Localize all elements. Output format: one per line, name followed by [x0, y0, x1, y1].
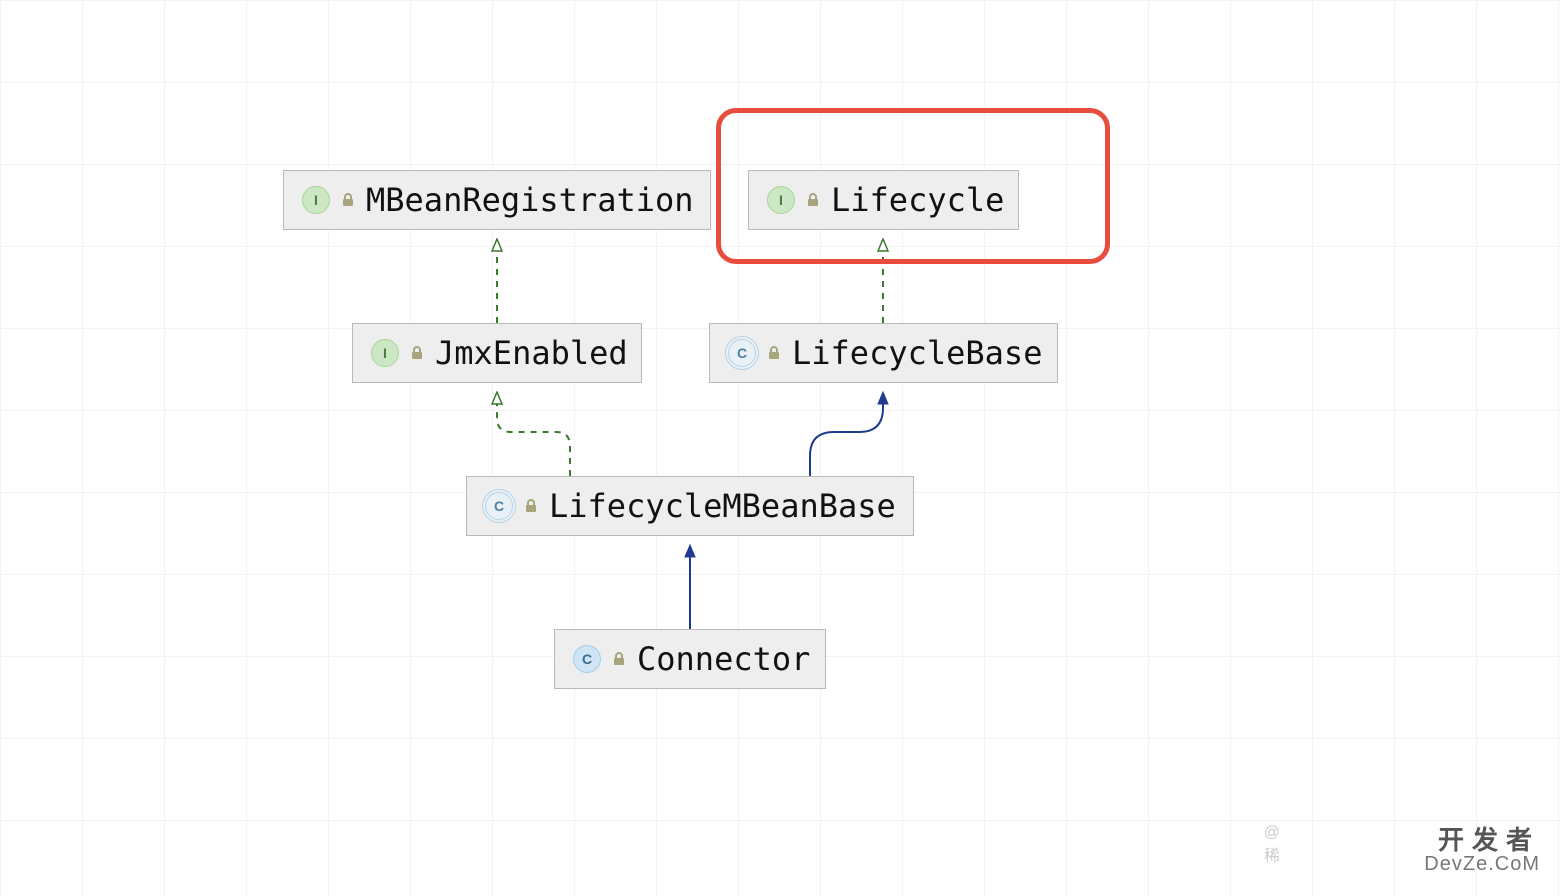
node-label: Lifecycle [831, 181, 1004, 219]
lock-icon [611, 651, 627, 667]
lock-icon [523, 498, 539, 514]
node-mbeanreg: I MBeanRegistration [283, 170, 711, 230]
edge-lcmbean-to-lcbase [810, 393, 883, 476]
lock-icon [805, 192, 821, 208]
node-label: LifecycleBase [792, 334, 1042, 372]
node-lcbase: C LifecycleBase [709, 323, 1058, 383]
interface-badge-icon: I [371, 339, 399, 367]
watermark-line1: 开发者 [1424, 820, 1540, 857]
node-label: Connector [637, 640, 810, 678]
interface-badge-icon: I [767, 186, 795, 214]
watermark-faint: @稀 [1264, 824, 1280, 866]
watermark-line2: DevZe.CoM [1424, 853, 1540, 876]
node-lifecycle: I Lifecycle [748, 170, 1019, 230]
node-lcmbean: C LifecycleMBeanBase [466, 476, 914, 536]
node-label: MBeanRegistration [366, 181, 694, 219]
edge-lcmbean-to-jmx [497, 393, 570, 476]
edge-layer [0, 0, 1560, 896]
class-badge-icon: C [485, 492, 513, 520]
diagram-canvas: @稀 开发者 DevZe.CoM I MBeanRegistration I Life… [0, 0, 1560, 896]
lock-icon [766, 345, 782, 361]
lock-icon [409, 345, 425, 361]
lock-icon [340, 192, 356, 208]
watermark: @稀 开发者 DevZe.CoM [1424, 820, 1540, 876]
node-label: JmxEnabled [435, 334, 628, 372]
interface-badge-icon: I [302, 186, 330, 214]
class-badge-icon: C [728, 339, 756, 367]
node-jmx: I JmxEnabled [352, 323, 642, 383]
node-label: LifecycleMBeanBase [549, 487, 896, 525]
class-badge-icon: C [573, 645, 601, 673]
node-connector: C Connector [554, 629, 826, 689]
